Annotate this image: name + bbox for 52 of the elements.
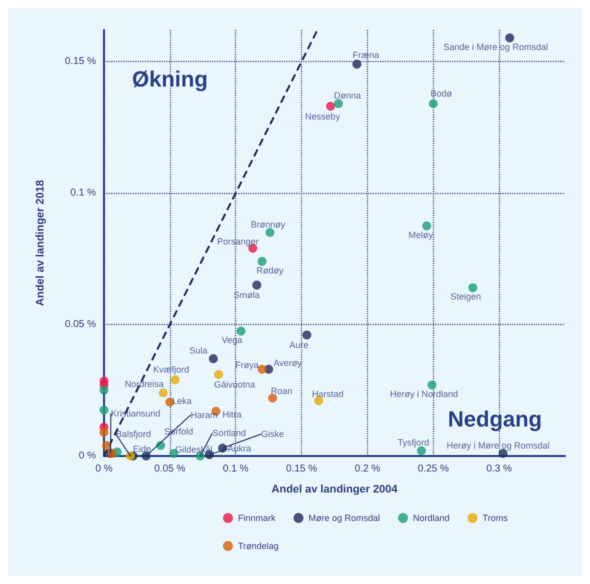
annotation: Dønna <box>334 90 361 101</box>
annotation: Nordreisa <box>124 378 164 389</box>
annotation: Brønnøy <box>250 219 286 230</box>
x-axis-title: Andel av landinger 2004 <box>272 484 398 496</box>
annotation: Aukra <box>228 444 252 454</box>
x-tick-label: 0.15 % <box>286 464 318 474</box>
x-tick-label: 0.05 % <box>154 464 186 474</box>
annotation: Porsanger <box>217 236 259 246</box>
x-tick-label: 0 % <box>95 464 113 474</box>
annotation: Herøy i Nordland <box>390 389 458 399</box>
annotation: Harstad <box>312 388 344 399</box>
annotation: Steigen <box>450 292 482 302</box>
annotation: Haram <box>190 410 218 420</box>
annotation: Sande i Møre og Romsdal <box>443 42 548 52</box>
y-axis-title: Andel av landinger 2018 <box>34 180 46 306</box>
annotation: Sortland <box>212 428 246 438</box>
annotation: Bodø <box>430 88 453 99</box>
x-tick-label: 0.3 % <box>486 464 512 474</box>
legend-label: Trøndelag <box>238 541 279 551</box>
x-tick-label: 0.25 % <box>418 464 449 474</box>
x-tick-label: 0.1 % <box>222 464 249 474</box>
annotation: Giske <box>261 429 284 440</box>
y-tick-label: 0 % <box>78 450 96 462</box>
annotation: Roan <box>270 386 292 396</box>
annotation: Økning <box>132 66 208 92</box>
annotation: Fræna <box>352 50 380 60</box>
annotation: Gáivuotna <box>214 379 256 390</box>
annotation: Smøla <box>234 290 260 300</box>
annotation: Aure <box>289 340 308 350</box>
y-tick-label: 0.15 % <box>64 56 96 68</box>
legend-label: Nordland <box>413 513 450 523</box>
annotation: Herøy i Møre og Romsdal <box>446 440 550 450</box>
annotation: Nesseby <box>305 111 341 122</box>
legend-label: Finnmark <box>238 513 276 523</box>
annotation: Rødøy <box>256 265 284 276</box>
annotation: Vega <box>222 335 242 346</box>
legend-label: Møre og Romsdal <box>308 513 380 523</box>
y-tick-label: 0.05 % <box>64 319 96 330</box>
annotation: Balsfjord <box>116 429 151 439</box>
y-tick-label: 0.1 % <box>70 188 96 199</box>
annotation: Kristiansund <box>110 408 160 418</box>
annotation: Eide <box>132 444 151 454</box>
annotation: Tysfjord <box>398 438 430 448</box>
annotation: Meløy <box>408 230 434 240</box>
x-tick-label: 0.2 % <box>354 464 380 474</box>
annotation: Hitra <box>222 409 242 420</box>
annotation: Sula <box>189 346 208 356</box>
annotation: Averøy <box>273 358 302 368</box>
legend-label: Troms <box>482 513 508 523</box>
annotation: Nedgang <box>448 406 542 432</box>
annotation: Kvæfjord <box>153 364 190 375</box>
annotation: Frøya <box>235 360 259 370</box>
